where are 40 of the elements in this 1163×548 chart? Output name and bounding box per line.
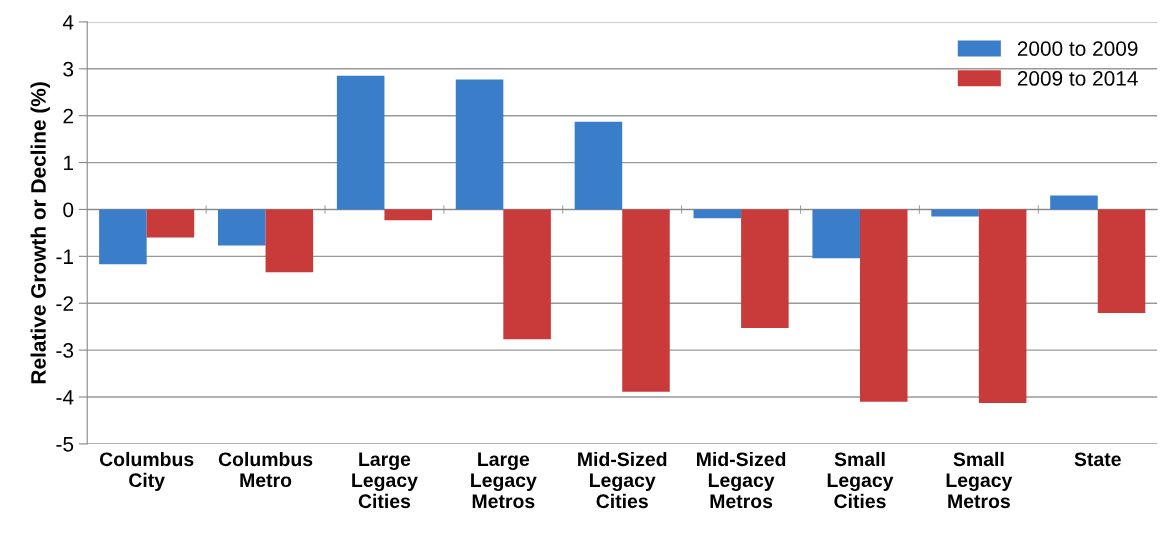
bar [859, 209, 908, 402]
bar [218, 209, 266, 246]
x-tick-label: Small Legacy Cities [827, 451, 894, 509]
x-tick-label: Large Legacy Cities [352, 452, 418, 509]
y-tick-label: 3 [63, 61, 74, 77]
x-tick-label: Mid-Sized Legacy Metros [697, 451, 786, 509]
bar [265, 209, 314, 273]
x-tick-label: Columbus Metro [218, 451, 313, 488]
x-tick-label: Large Legacy Metros [471, 452, 537, 509]
legend-label: 2009 to 2014 [1017, 71, 1138, 86]
legend-label: 2000 to 2009 [1017, 41, 1138, 56]
bar [503, 209, 551, 340]
y-axis-title: Relative Growth or Decline (%) [30, 82, 50, 384]
bar [693, 209, 742, 219]
bar [741, 209, 789, 329]
bar [336, 75, 385, 210]
bar [99, 209, 147, 265]
bar [146, 209, 195, 238]
y-tick-label: 1 [64, 155, 74, 171]
bar [1050, 195, 1098, 210]
y-tick-label: -5 [56, 437, 74, 452]
bar [812, 209, 860, 259]
y-tick-label: -1 [56, 249, 74, 264]
bar [978, 209, 1027, 404]
bar [574, 121, 623, 210]
y-tick-label: -4 [56, 390, 74, 405]
y-tick-label: 4 [62, 15, 74, 30]
x-tick-label: Mid-Sized Legacy Cities [578, 451, 667, 509]
y-tick-label: 2 [63, 108, 73, 124]
x-tick-label: State [1074, 452, 1121, 467]
bar [931, 209, 979, 217]
y-tick-label: -3 [56, 343, 74, 358]
bar [1097, 209, 1146, 314]
bar [455, 79, 504, 210]
bar [384, 209, 432, 221]
x-tick-label: Small Legacy Metros [946, 451, 1013, 509]
x-tick-label: Columbus City [99, 451, 194, 491]
y-tick-label: 0 [63, 202, 74, 218]
bar [622, 209, 670, 392]
y-tick-label: -2 [56, 296, 73, 311]
